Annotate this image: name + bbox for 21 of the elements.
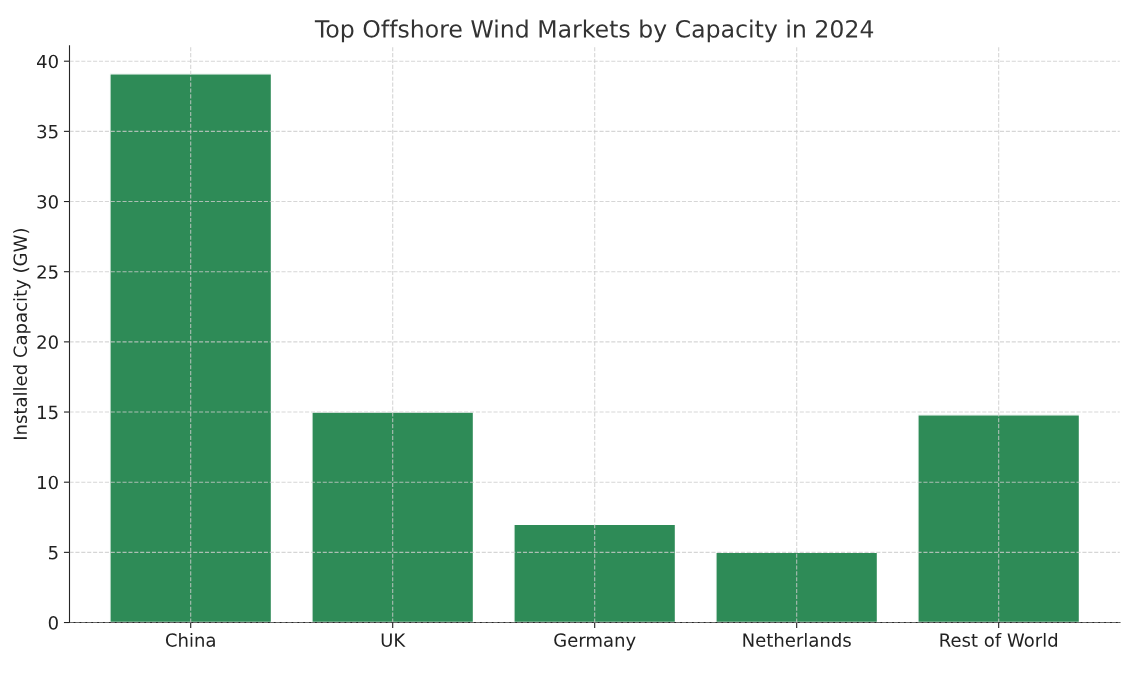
y-tick-label: 0 bbox=[48, 615, 58, 630]
x-tick-label: UK bbox=[381, 633, 406, 647]
bar bbox=[715, 551, 879, 623]
x-tick-label: China bbox=[165, 632, 215, 647]
y-tick-label: 20 bbox=[37, 335, 58, 349]
y-tick-label: 10 bbox=[38, 475, 58, 490]
bar bbox=[513, 523, 677, 623]
x-tick-label: Rest of World bbox=[940, 632, 1058, 647]
y-tick-label: 40 bbox=[36, 54, 58, 69]
chart-title: Top Offshore Wind Markets by Capacity in 2024 bbox=[314, 19, 874, 43]
x-tick-label: Germany bbox=[554, 633, 636, 651]
y-tick-label: 5 bbox=[48, 546, 58, 560]
y-tick-label: 30 bbox=[37, 194, 58, 209]
x-tick-label: Netherlands bbox=[743, 632, 851, 647]
y-tick-label: 15 bbox=[38, 405, 58, 420]
bar bbox=[109, 73, 273, 623]
bar bbox=[311, 411, 475, 623]
y-tick-label: 25 bbox=[37, 265, 58, 279]
y-tick-label: 35 bbox=[37, 124, 58, 139]
bar bbox=[917, 414, 1081, 623]
y-axis-title: Installed Capacity (GW) bbox=[13, 229, 31, 439]
